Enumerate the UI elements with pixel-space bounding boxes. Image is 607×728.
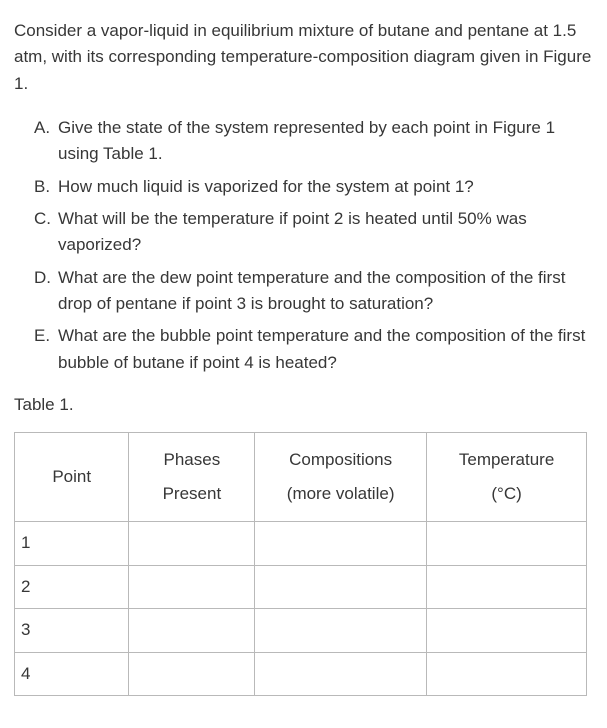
question-item: C. What will be the temperature if point…: [34, 206, 593, 259]
question-list: A. Give the state of the system represen…: [14, 115, 593, 376]
question-letter: C.: [34, 206, 58, 259]
data-table: Point Phases Present Compositions (more …: [14, 432, 587, 695]
cell-temp: [426, 565, 586, 608]
question-letter: A.: [34, 115, 58, 168]
cell-point: 3: [15, 609, 129, 652]
question-letter: E.: [34, 323, 58, 376]
cell-phases: [129, 609, 255, 652]
question-item: E. What are the bubble point temperature…: [34, 323, 593, 376]
question-item: D. What are the dew point temperature an…: [34, 265, 593, 318]
table-row: 2: [15, 565, 587, 608]
cell-comp: [255, 565, 427, 608]
header-phases: Phases Present: [129, 433, 255, 522]
header-point: Point: [15, 433, 129, 522]
header-phases-line1: Phases: [164, 450, 221, 469]
question-item: A. Give the state of the system represen…: [34, 115, 593, 168]
cell-temp: [426, 522, 586, 565]
table-header-row: Point Phases Present Compositions (more …: [15, 433, 587, 522]
question-letter: D.: [34, 265, 58, 318]
table-row: 3: [15, 609, 587, 652]
header-comp-line1: Compositions: [289, 450, 392, 469]
table-row: 1: [15, 522, 587, 565]
cell-temp: [426, 609, 586, 652]
cell-comp: [255, 609, 427, 652]
question-text: How much liquid is vaporized for the sys…: [58, 174, 593, 200]
cell-comp: [255, 522, 427, 565]
table-label: Table 1.: [14, 392, 593, 418]
cell-phases: [129, 565, 255, 608]
cell-temp: [426, 652, 586, 695]
question-text: Give the state of the system represented…: [58, 115, 593, 168]
cell-phases: [129, 652, 255, 695]
header-temp-line1: Temperature: [459, 450, 554, 469]
question-item: B. How much liquid is vaporized for the …: [34, 174, 593, 200]
question-text: What are the bubble point temperature an…: [58, 323, 593, 376]
question-letter: B.: [34, 174, 58, 200]
cell-phases: [129, 522, 255, 565]
header-temp-line2: (°C): [491, 484, 521, 503]
question-text: What will be the temperature if point 2 …: [58, 206, 593, 259]
header-phases-line2: Present: [163, 484, 222, 503]
intro-paragraph: Consider a vapor-liquid in equilibrium m…: [14, 18, 593, 97]
question-text: What are the dew point temperature and t…: [58, 265, 593, 318]
table-row: 4: [15, 652, 587, 695]
cell-point: 2: [15, 565, 129, 608]
cell-point: 1: [15, 522, 129, 565]
cell-point: 4: [15, 652, 129, 695]
header-comp-line2: (more volatile): [287, 484, 395, 503]
header-compositions: Compositions (more volatile): [255, 433, 427, 522]
header-temperature: Temperature (°C): [426, 433, 586, 522]
cell-comp: [255, 652, 427, 695]
